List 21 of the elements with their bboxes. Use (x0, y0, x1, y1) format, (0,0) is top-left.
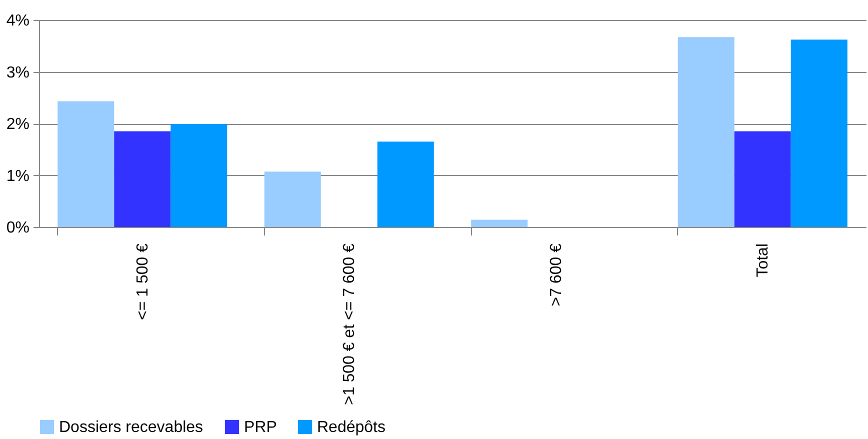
bar (471, 220, 528, 227)
y-tick-label: 0% (6, 220, 30, 236)
x-tick-label: <= 1 500 € (134, 243, 152, 320)
legend-label: Redépôts (317, 419, 386, 436)
x-tick-label: >1 500 € et <= 7 600 € (341, 243, 358, 405)
bar (734, 131, 791, 227)
bar (377, 142, 434, 227)
x-tick-label: Total (754, 244, 772, 278)
y-tick-label: 1% (6, 168, 30, 185)
legend-label: Dossiers recevables (59, 419, 204, 436)
bar (264, 172, 321, 227)
legend-label: PRP (244, 419, 277, 436)
y-tick-label: 3% (6, 64, 30, 82)
bar (678, 37, 734, 227)
y-tick-label: 2% (6, 116, 30, 133)
bar (790, 40, 848, 227)
bar (58, 101, 114, 227)
y-tick-label: 4% (6, 12, 30, 30)
x-tick-label: >7 600 € (548, 243, 565, 306)
bar (170, 124, 228, 227)
bar (114, 131, 171, 227)
